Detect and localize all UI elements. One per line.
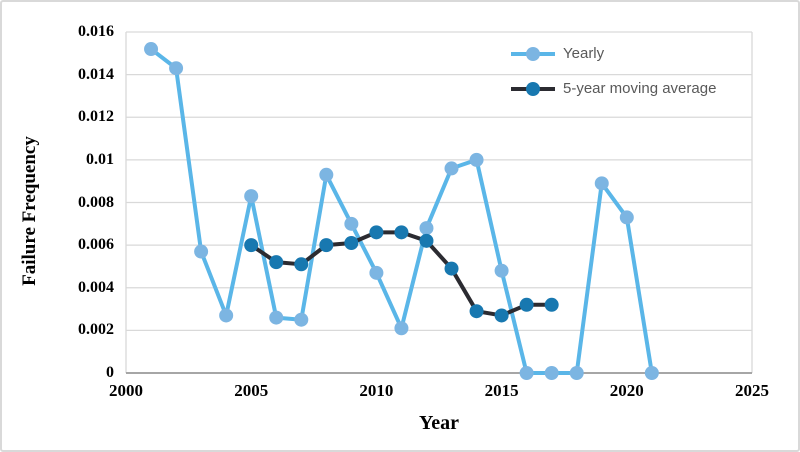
x-axis-title: Year [419, 412, 459, 434]
series-marker-0 [219, 308, 234, 323]
series-marker-0 [344, 216, 359, 231]
legend-marker-yearly [526, 47, 540, 61]
series-marker-0 [594, 176, 609, 191]
series-marker-0 [369, 265, 384, 280]
series-marker-1 [244, 238, 259, 253]
y-tick-label: 0.008 [78, 193, 114, 211]
legend-marker-moving-average [526, 82, 540, 96]
x-tick-label: 2000 [109, 381, 143, 400]
legend-swatch-moving-average [511, 82, 555, 96]
series-marker-1 [369, 225, 384, 240]
legend-swatch-yearly [511, 47, 555, 61]
legend-label-moving-average: 5-year moving average [563, 80, 717, 97]
series-marker-1 [494, 308, 509, 323]
x-tick-label: 2020 [609, 381, 644, 400]
series-marker-0 [144, 42, 159, 57]
series-marker-0 [169, 61, 184, 76]
legend-item-yearly: Yearly [510, 46, 604, 62]
x-tick-label: 2015 [484, 381, 519, 400]
series-marker-0 [619, 210, 634, 225]
series-marker-0 [294, 312, 309, 327]
series-marker-0 [494, 263, 509, 278]
legend-item-moving-average: 5-year moving average [510, 81, 716, 97]
y-tick-label: 0.014 [78, 65, 114, 83]
series-marker-1 [444, 261, 459, 276]
series-marker-1 [319, 238, 334, 253]
series-marker-0 [394, 321, 409, 336]
series-marker-0 [419, 221, 434, 236]
series-marker-1 [394, 225, 409, 240]
series-marker-0 [194, 244, 209, 259]
series-marker-1 [544, 297, 559, 312]
y-tick-label: 0.012 [78, 108, 114, 126]
series-marker-1 [344, 235, 359, 250]
series-marker-1 [269, 255, 284, 270]
series-marker-1 [469, 304, 484, 319]
series-marker-0 [269, 310, 284, 325]
series-marker-0 [644, 366, 659, 380]
series-marker-0 [569, 366, 584, 380]
series-marker-1 [519, 297, 534, 312]
legend-label-yearly: Yearly [563, 45, 605, 62]
series-marker-1 [419, 233, 434, 248]
series-marker-0 [544, 366, 559, 380]
y-tick-label: 0.002 [78, 321, 114, 339]
x-tick-label: 2010 [359, 381, 394, 400]
series-marker-0 [319, 167, 334, 182]
x-tick-label: 2025 [735, 381, 769, 400]
series-marker-1 [294, 257, 309, 272]
y-tick-label: 0.01 [86, 150, 114, 168]
series-marker-0 [469, 152, 484, 167]
x-tick-label: 2005 [234, 381, 269, 400]
series-marker-0 [519, 366, 534, 380]
y-tick-label: 0.016 [78, 23, 114, 40]
y-tick-label: 0.004 [78, 278, 114, 296]
y-tick-label: 0 [106, 364, 114, 381]
y-tick-label: 0.006 [78, 236, 114, 254]
series-marker-0 [444, 161, 459, 176]
series-marker-0 [244, 189, 259, 204]
